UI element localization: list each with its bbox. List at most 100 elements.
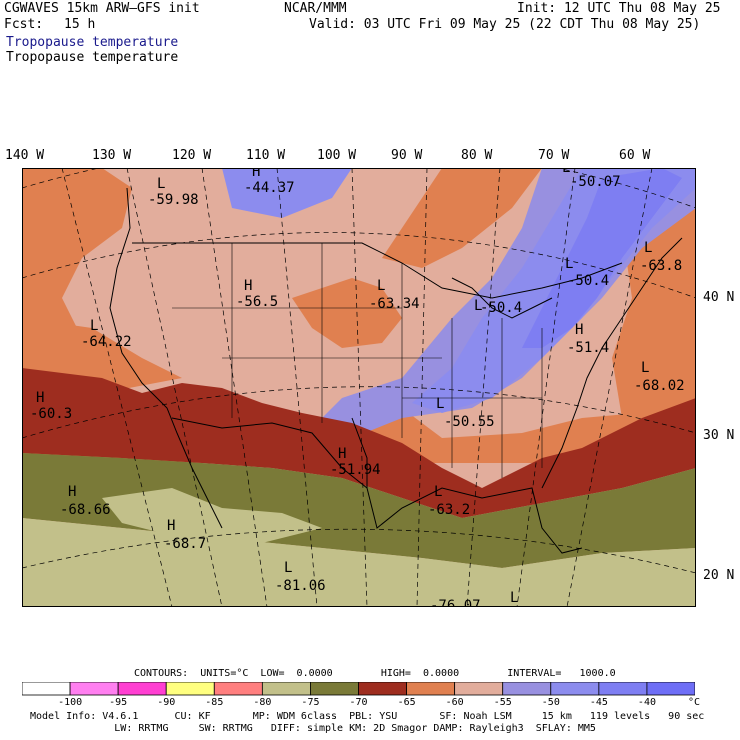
us-canada-border bbox=[132, 242, 623, 299]
forecast-value: 15 h bbox=[64, 17, 96, 32]
field-title-primary: Tropopause temperature bbox=[6, 35, 179, 50]
center-label: NCAR/MMM bbox=[284, 1, 347, 16]
colorbar-tick-label: -65 bbox=[397, 697, 416, 708]
lat-label: 40 N bbox=[703, 290, 735, 305]
colorbar-swatch bbox=[22, 682, 71, 696]
colorbar-tick-label: -80 bbox=[253, 697, 272, 708]
model-title: CGWAVES 15km ARW–GFS init bbox=[4, 1, 200, 16]
extremum-letter: L bbox=[565, 256, 573, 272]
model-info-line1: Model Info: V4.6.1 CU: KF MP: WDM 6class… bbox=[30, 711, 705, 722]
extremum-value: -51.94 bbox=[330, 462, 381, 478]
lon-label: 130 W bbox=[92, 148, 132, 163]
extremum-value: -63.2 bbox=[428, 502, 470, 518]
forecast-label: Fcst: bbox=[4, 17, 44, 32]
colorbar-swatch bbox=[406, 682, 456, 696]
extremum-letter: L bbox=[434, 484, 442, 500]
band-65-60-northeast bbox=[382, 168, 542, 268]
extremum-letter: L bbox=[436, 396, 444, 412]
extremum-value: -81.06 bbox=[275, 578, 326, 594]
colorbar-swatch bbox=[502, 682, 552, 696]
band-80-75-patch bbox=[102, 488, 322, 543]
lon-label: 90 W bbox=[391, 148, 423, 163]
extremum-value: -59.98 bbox=[148, 192, 199, 208]
colorbar-swatch bbox=[598, 682, 648, 696]
west-coastline bbox=[109, 187, 223, 529]
extremum-value: -76.07 bbox=[430, 598, 481, 607]
extremum-letter: L bbox=[157, 176, 165, 192]
extremum-value: -63.34 bbox=[369, 296, 420, 312]
colorbar-tick-label: -40 bbox=[637, 697, 656, 708]
model-info-line2: LW: RRTMG SW: RRTMG DIFF: simple KM: 2D … bbox=[30, 723, 596, 734]
extremum-letter: H bbox=[36, 390, 44, 406]
great-lakes bbox=[451, 277, 553, 319]
valid-time: Valid: 03 UTC Fri 09 May 25 (22 CDT Thu … bbox=[309, 17, 701, 32]
lon-label: 120 W bbox=[172, 148, 212, 163]
extremum-letter: L bbox=[474, 298, 482, 314]
colorbar-swatch bbox=[358, 682, 407, 696]
colorbar-tick-label: -100 bbox=[58, 697, 83, 708]
extremum-value: -64.22 bbox=[81, 334, 132, 350]
extremum-value: -51.4 bbox=[567, 340, 609, 356]
tropopause-temperature-map: L -59.98 H -44.37 L -50.07 L -63.8 H -56… bbox=[22, 168, 696, 607]
colorbar-tick-label: -90 bbox=[157, 697, 176, 708]
colorbar-swatch bbox=[117, 682, 167, 696]
colorbar-swatch bbox=[213, 682, 263, 696]
lon-label: 70 W bbox=[538, 148, 570, 163]
band-north-blue bbox=[222, 168, 352, 218]
extremum-letter: H bbox=[68, 484, 76, 500]
contours-info: CONTOURS: UNITS=°C LOW= 0.0000 HIGH= 0.0… bbox=[134, 668, 616, 679]
colorbar-tick-label: -45 bbox=[589, 697, 608, 708]
extremum-letter: H bbox=[167, 518, 175, 534]
east-coastline bbox=[541, 237, 683, 489]
band-65-60-east bbox=[612, 208, 696, 418]
extremum-value: -68.7 bbox=[164, 536, 206, 552]
init-time: Init: 12 UTC Thu 08 May 25 bbox=[517, 1, 721, 16]
lon-label: 100 W bbox=[317, 148, 357, 163]
extremum-value: -50.4 bbox=[480, 300, 522, 316]
band-65-60-central bbox=[292, 278, 402, 348]
colorbar-swatch bbox=[550, 682, 600, 696]
extremum-letter: L bbox=[644, 240, 652, 256]
extremum-letter: L bbox=[90, 318, 98, 334]
colorbar-tick-label: -75 bbox=[301, 697, 320, 708]
colorbar-tick-label: -50 bbox=[541, 697, 560, 708]
colorbar-tick-label: -60 bbox=[445, 697, 464, 708]
extremum-value: -56.5 bbox=[236, 294, 278, 310]
field-title-secondary: Tropopause temperature bbox=[6, 50, 179, 65]
extremum-value: -50.4 bbox=[567, 273, 609, 289]
lon-label: 80 W bbox=[461, 148, 493, 163]
colorbar bbox=[22, 682, 695, 696]
extremum-value: -68.02 bbox=[634, 378, 685, 394]
extremum-letter: L bbox=[562, 168, 570, 176]
band-45-40 bbox=[522, 168, 682, 348]
band-75-70 bbox=[22, 453, 696, 568]
extremum-value: -44.37 bbox=[244, 180, 295, 196]
colorbar-swatch bbox=[69, 682, 119, 696]
colorbar-tick-label: -55 bbox=[493, 697, 512, 708]
band-70-65 bbox=[22, 368, 696, 518]
lon-label: 60 W bbox=[619, 148, 651, 163]
gulf-coastline bbox=[351, 417, 583, 554]
extremum-letter: L bbox=[510, 590, 518, 606]
colorbar-unit: °C bbox=[688, 697, 701, 708]
colorbar-tick-label: -70 bbox=[349, 697, 368, 708]
extremum-value: -68.66 bbox=[60, 502, 111, 518]
extremum-value: -60.3 bbox=[30, 406, 72, 422]
extremum-letter: H bbox=[575, 322, 583, 338]
lat-label: 20 N bbox=[703, 568, 735, 583]
colorbar-swatch bbox=[646, 682, 695, 696]
extremum-value: -63.8 bbox=[640, 258, 682, 274]
extremum-value: -50.07 bbox=[570, 174, 621, 190]
extremum-letter: H bbox=[252, 168, 260, 180]
us-mexico-border bbox=[171, 417, 368, 489]
colorbar-tick-label: -95 bbox=[109, 697, 128, 708]
band-80-75 bbox=[22, 518, 696, 607]
extremum-letter: H bbox=[338, 446, 346, 462]
state-lines bbox=[172, 243, 543, 478]
colorbar-swatch bbox=[165, 682, 215, 696]
lon-label: 110 W bbox=[246, 148, 286, 163]
colorbar-swatch bbox=[310, 682, 359, 696]
colorbar-swatch bbox=[454, 682, 504, 696]
extremum-letter: L bbox=[377, 278, 385, 294]
extremum-letter: L bbox=[284, 560, 292, 576]
